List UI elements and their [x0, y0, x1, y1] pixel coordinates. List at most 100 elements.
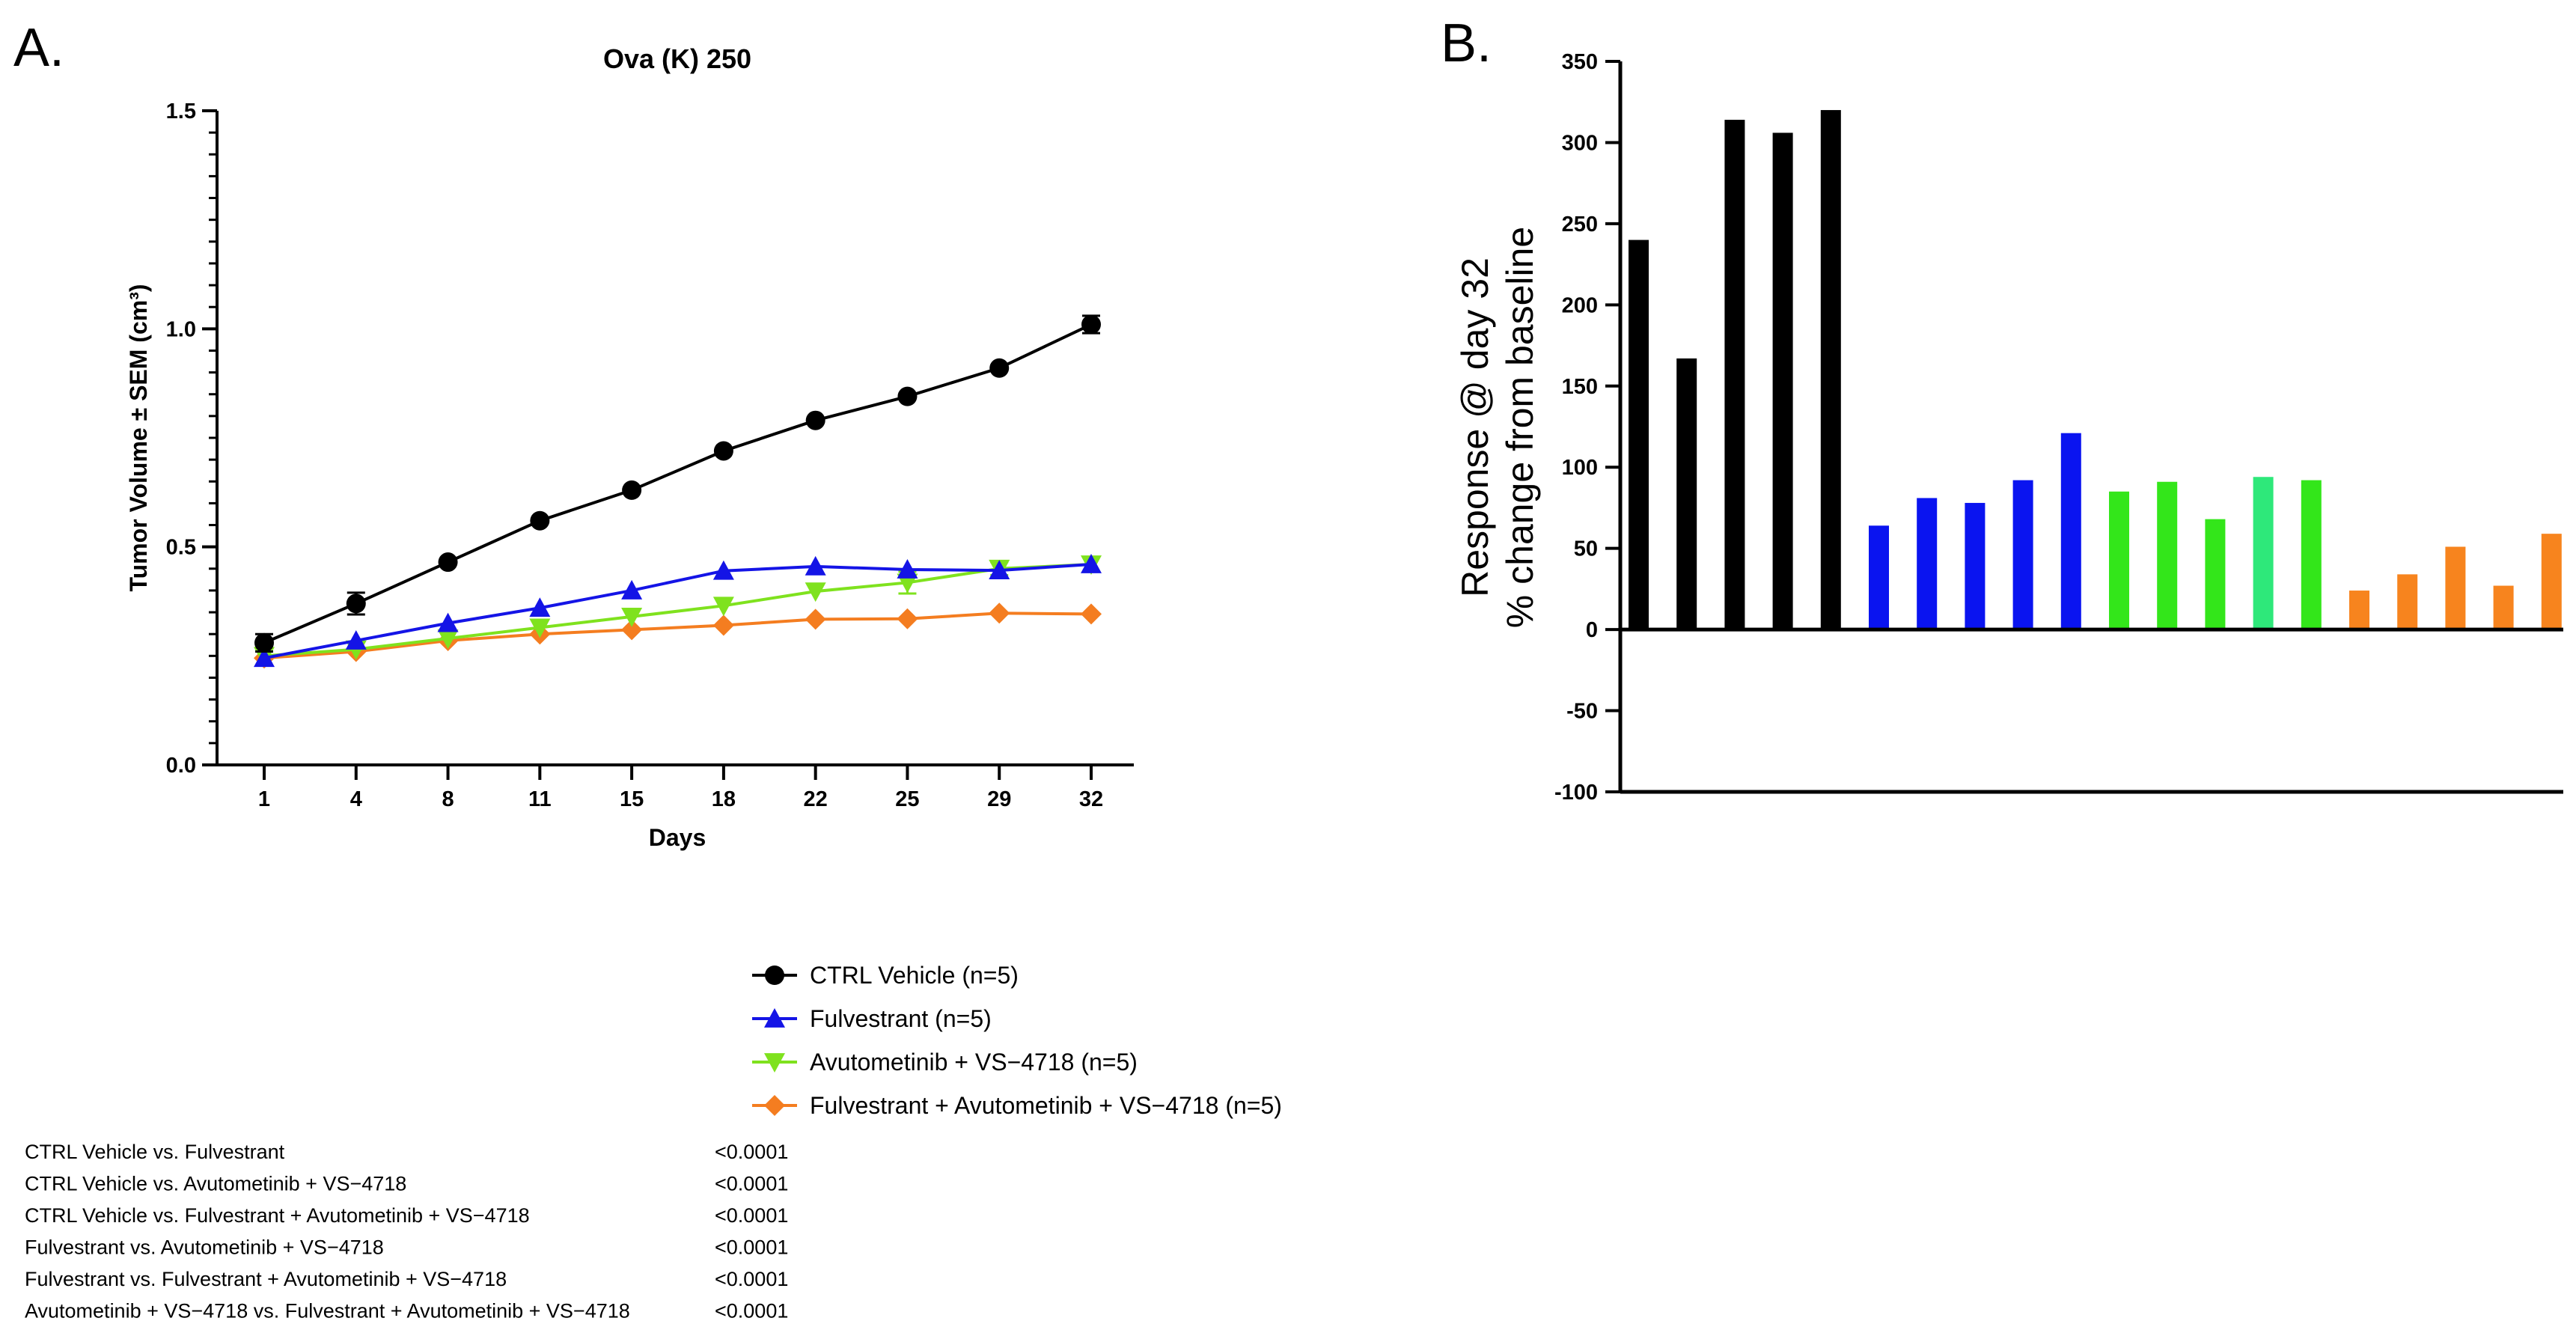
- chart-a-data-point: [437, 612, 459, 632]
- chart-b-y-tick-labels: -100 -50 0 50 100 150 200 250 300 350: [1554, 50, 1598, 805]
- chart-b-bar: [2012, 480, 2033, 630]
- chart-a-data-point: [713, 441, 733, 461]
- chart-a-data-point: [805, 555, 826, 576]
- chart-a-x-tick-label: 15: [620, 787, 644, 811]
- chart-a-data-point: [1081, 603, 1102, 625]
- chart-a-data-point: [621, 619, 643, 641]
- chart-a-series-line: [263, 562, 1092, 660]
- legend-marker: [764, 1008, 785, 1028]
- chart-a-x-tick-label: 29: [987, 787, 1011, 811]
- stats-comparison-label: Fulvestrant vs. Avutometinib + VS−4718: [25, 1236, 384, 1259]
- chart-a-data-point: [897, 608, 918, 629]
- stats-comparison-label: Avutometinib + VS−4718 vs. Fulvestrant +…: [25, 1300, 630, 1323]
- panel-b-letter: B.: [1441, 13, 1492, 73]
- chart-b-bar: [2301, 480, 2322, 630]
- chart-a-x-tick-label: 4: [350, 787, 362, 811]
- chart-b-bar: [2349, 591, 2369, 630]
- chart-a-y-tick-labels: 0.0 0.5 1.0 1.5: [166, 100, 196, 778]
- chart-a-data-point: [712, 614, 734, 636]
- chart-a-x-tick-label: 11: [528, 787, 552, 811]
- legend-marker: [765, 965, 784, 985]
- chart-b-y-tick-label: 50: [1574, 537, 1598, 561]
- chart-a-legend: CTRL Vehicle (n=5) Fulvestrant (n=5) Avuto…: [752, 962, 1282, 1119]
- chart-a-data-point: [345, 629, 367, 650]
- chart-b-bar: [2109, 491, 2129, 630]
- chart-a-title: Ova (K) 250: [603, 43, 751, 74]
- chart-a-series: [254, 314, 1102, 669]
- stats-comparison-label: CTRL Vehicle vs. Fulvestrant + Avutometi…: [25, 1204, 530, 1227]
- chart-a-data-point: [437, 629, 459, 650]
- chart-a-y-tick-label: 1.5: [166, 100, 196, 123]
- chart-b-bar: [1965, 502, 1986, 630]
- chart-b-bar: [1869, 525, 1889, 630]
- chart-b-bar: [2445, 546, 2466, 630]
- chart-a-data-point: [621, 607, 643, 627]
- stats-table: CTRL Vehicle vs. Fulvestrant <0.0001 CTRL …: [25, 1141, 788, 1323]
- chart-a-data-point: [529, 618, 551, 638]
- chart-b-bar: [1917, 498, 1938, 630]
- chart-a-data-point: [621, 579, 643, 600]
- stats-p-value: <0.0001: [715, 1173, 788, 1195]
- chart-a-x-tick-label: 8: [442, 787, 454, 811]
- legend-item: Avutometinib + VS−4718 (n=5): [752, 1049, 1138, 1076]
- chart-a-data-point: [897, 558, 918, 579]
- chart-a-data-point: [622, 480, 642, 500]
- stats-p-value: <0.0001: [715, 1204, 788, 1227]
- chart-b-bar: [2253, 477, 2274, 630]
- legend-item: Fulvestrant (n=5): [752, 1005, 992, 1032]
- chart-a-data-point: [805, 410, 825, 430]
- chart-a-data-point: [712, 560, 734, 580]
- chart-b-y-tick-label: -50: [1566, 700, 1598, 724]
- chart-b-bar: [2397, 574, 2418, 630]
- chart-a-y-tick-label: 1.0: [166, 317, 196, 341]
- stats-p-value: <0.0001: [715, 1268, 788, 1290]
- chart-a-data-point: [530, 510, 550, 531]
- chart-a-data-point: [989, 560, 1010, 580]
- panel-a-letter: A.: [13, 18, 64, 78]
- chart-a-x-axis-label: Days: [649, 824, 706, 851]
- chart-b-axes: [1605, 60, 2563, 794]
- legend-item: CTRL Vehicle (n=5): [752, 962, 1019, 989]
- chart-b-bar: [2157, 481, 2178, 630]
- chart-a-data-point: [805, 608, 826, 630]
- chart-a-data-point: [438, 552, 458, 573]
- stats-p-value: <0.0001: [715, 1236, 788, 1259]
- chart-b-bar: [2060, 433, 2081, 630]
- chart-a-x-tick-labels: 1 4 8 11 15 18 22 25 29 32: [258, 787, 1103, 811]
- stats-comparison-label: CTRL Vehicle vs. Fulvestrant: [25, 1141, 285, 1163]
- chart-a-x-tick-label: 22: [804, 787, 828, 811]
- chart-a-axes: [202, 109, 1134, 780]
- chart-b-bar: [1629, 240, 1649, 630]
- chart-b-bar: [2541, 534, 2562, 630]
- chart-b-y-tick-label: 300: [1562, 131, 1598, 155]
- chart-b-bar: [1820, 110, 1841, 630]
- legend-marker: [764, 1053, 785, 1073]
- chart-a-data-point: [254, 647, 275, 668]
- stats-p-value: <0.0001: [715, 1141, 788, 1163]
- stats-comparison-label: Fulvestrant vs. Fulvestrant + Avutometin…: [25, 1268, 507, 1290]
- chart-a-data-point: [1081, 314, 1101, 335]
- chart-b-bar: [2493, 585, 2514, 630]
- chart-a-data-point: [989, 603, 1010, 624]
- chart-a-x-tick-label: 32: [1079, 787, 1103, 811]
- chart-b-bar: [1724, 120, 1745, 630]
- chart-a-x-tick-label: 1: [258, 787, 270, 811]
- chart-b-y-tick-label: 250: [1562, 213, 1598, 237]
- chart-b-bar: [1772, 132, 1793, 630]
- legend-label: Fulvestrant + Avutometinib + VS−4718 (n=…: [810, 1092, 1282, 1119]
- chart-b-y-tick-label: 0: [1586, 618, 1598, 642]
- chart-b-y-axis-label-line-2: % change from baseline: [1499, 227, 1541, 628]
- chart-a-data-point: [1081, 553, 1102, 573]
- legend-label: Fulvestrant (n=5): [810, 1005, 992, 1032]
- chart-a-x-tick-label: 18: [712, 787, 736, 811]
- chart-b-y-tick-label: -100: [1554, 781, 1598, 805]
- chart-b-y-tick-label: 350: [1562, 50, 1598, 74]
- chart-a-y-tick-label: 0.0: [166, 754, 196, 778]
- chart-a-y-tick-label: 0.5: [166, 536, 196, 560]
- chart-a-series-line: [263, 611, 1092, 660]
- chart-a-data-point: [529, 597, 551, 617]
- chart-a-data-point: [897, 573, 918, 594]
- legend-label: Avutometinib + VS−4718 (n=5): [810, 1049, 1138, 1076]
- stats-p-value: <0.0001: [715, 1300, 788, 1323]
